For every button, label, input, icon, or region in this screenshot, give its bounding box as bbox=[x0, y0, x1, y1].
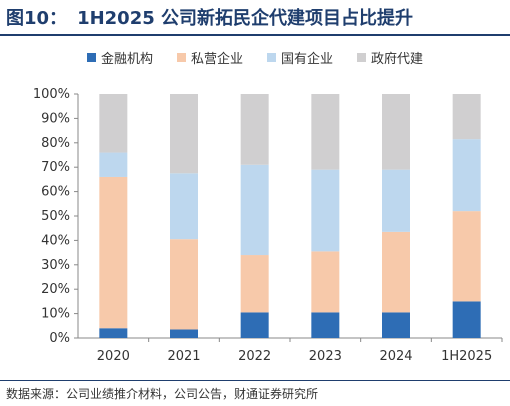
y-tick-label: 50% bbox=[41, 209, 70, 224]
bar-segment bbox=[452, 139, 481, 212]
legend-item-government: 政府代建 bbox=[357, 48, 423, 67]
bar-segment bbox=[170, 329, 198, 338]
legend-swatch bbox=[176, 53, 186, 62]
source-note: 数据来源：公司业绩推介材料，公司公告，财通证券研究所 bbox=[6, 387, 319, 401]
x-tick-label: 2022 bbox=[238, 349, 271, 364]
legend-item-state: 国有企业 bbox=[267, 48, 333, 67]
y-tick-label: 100% bbox=[33, 87, 70, 102]
bar-segment bbox=[170, 94, 198, 174]
bar-segment bbox=[382, 94, 410, 170]
legend-label: 私营企业 bbox=[190, 52, 243, 67]
y-tick-label: 10% bbox=[41, 307, 70, 322]
x-tick-label: 2024 bbox=[379, 349, 412, 364]
x-tick-label: 2021 bbox=[167, 349, 200, 364]
bar-segment bbox=[311, 94, 340, 170]
legend-swatch bbox=[357, 53, 367, 62]
y-tick-label: 80% bbox=[41, 136, 70, 151]
y-tick-label: 60% bbox=[41, 185, 70, 200]
bar-segment bbox=[382, 169, 410, 232]
y-tick-label: 0% bbox=[49, 331, 70, 346]
chart-title: 图10： 1H2025 公司新拓民企代建项目占比提升 bbox=[6, 4, 413, 30]
legend-item-financial: 金融机构 bbox=[86, 48, 153, 67]
legend-label: 政府代建 bbox=[371, 52, 424, 67]
bar-segment bbox=[240, 164, 269, 256]
bar-segment bbox=[382, 231, 410, 313]
y-tick-label: 30% bbox=[41, 258, 70, 273]
x-tick-label: 2020 bbox=[97, 349, 130, 364]
x-tick-label: 1H2025 bbox=[441, 349, 492, 364]
bar-segment bbox=[240, 94, 269, 165]
legend-label: 金融机构 bbox=[100, 52, 153, 67]
bar-segment bbox=[452, 301, 481, 338]
bar-segment bbox=[99, 152, 128, 177]
figure-number: 图10： bbox=[6, 8, 68, 29]
legend-swatch bbox=[86, 53, 96, 62]
bar-segment bbox=[170, 239, 198, 330]
bar-segment bbox=[99, 328, 128, 338]
bar-segment bbox=[311, 312, 340, 338]
bar-segment bbox=[452, 94, 481, 140]
legend-item-private: 私营企业 bbox=[176, 48, 243, 67]
bar-segment bbox=[311, 251, 340, 313]
title-rule bbox=[0, 34, 510, 36]
legend-swatch bbox=[267, 53, 276, 62]
bar-segment bbox=[99, 94, 128, 153]
y-tick-label: 40% bbox=[41, 233, 70, 248]
bar-segment bbox=[452, 211, 481, 302]
bar-segment bbox=[170, 173, 198, 240]
bar-segment bbox=[382, 312, 410, 338]
stacked-bar-chart: 0% 10% 20% 30% 40% 50% 60% 70% 80% 90% 100% 2020 202… bbox=[33, 87, 503, 364]
x-tick-label: 2023 bbox=[309, 349, 342, 364]
footer-rule bbox=[0, 380, 510, 381]
bar-segment bbox=[240, 312, 269, 338]
legend: 金融机构 私营企业 国有企业 政府代建 bbox=[0, 48, 510, 67]
title-text: 1H2025 公司新拓民企代建项目占比提升 bbox=[77, 8, 414, 29]
y-tick-label: 90% bbox=[41, 111, 70, 126]
y-tick-label: 70% bbox=[41, 160, 70, 175]
y-tick-label: 20% bbox=[41, 282, 70, 297]
bar-segment bbox=[240, 255, 269, 313]
legend-label: 国有企业 bbox=[281, 52, 334, 67]
bar-segment bbox=[311, 169, 340, 252]
bar-segment bbox=[99, 176, 128, 329]
